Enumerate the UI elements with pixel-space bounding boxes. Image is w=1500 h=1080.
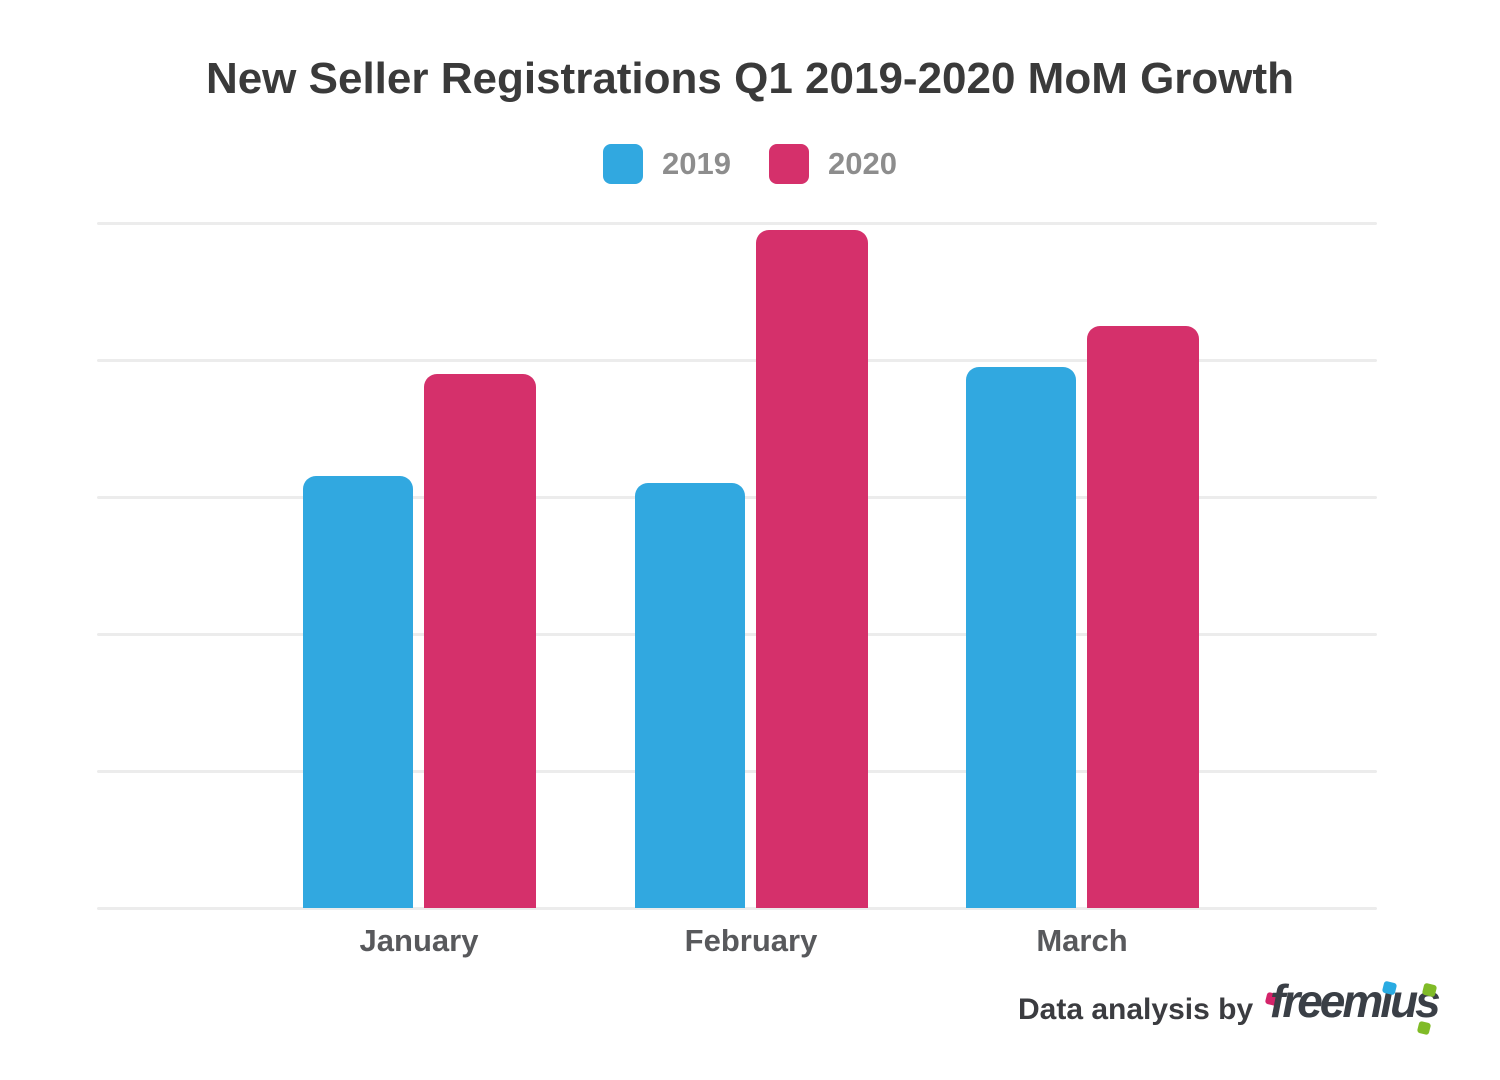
logo-wordmark: freemıus xyxy=(1270,975,1441,1027)
legend-item-2019: 2019 xyxy=(603,144,731,184)
gridline xyxy=(97,359,1377,362)
bar-chart-plot-area xyxy=(97,222,1377,910)
bar-march-2020 xyxy=(1087,325,1199,908)
logo-green-bottom-accent-icon xyxy=(1416,1020,1432,1036)
legend-label-2020: 2020 xyxy=(828,146,897,181)
legend: 2019 2020 xyxy=(0,144,1500,184)
bar-january-2020 xyxy=(424,373,536,908)
gridline xyxy=(97,222,1377,225)
bar-february-2020 xyxy=(756,229,868,908)
legend-swatch-2019 xyxy=(603,144,644,184)
chart-title: New Seller Registrations Q1 2019-2020 Mo… xyxy=(205,54,1295,103)
x-label-march: March xyxy=(1036,923,1128,958)
x-label-february: February xyxy=(684,923,818,958)
x-label-january: January xyxy=(359,923,479,958)
legend-item-2020: 2020 xyxy=(769,144,897,184)
footer-credit-text: Data analysis by xyxy=(1018,993,1254,1026)
bar-february-2019 xyxy=(635,483,745,908)
freemius-logo: freemıus xyxy=(1262,975,1447,1040)
bar-january-2019 xyxy=(303,476,413,908)
legend-label-2019: 2019 xyxy=(662,146,731,181)
gridline-baseline xyxy=(97,907,1377,910)
bar-march-2019 xyxy=(966,366,1076,908)
legend-swatch-2020 xyxy=(769,144,809,184)
